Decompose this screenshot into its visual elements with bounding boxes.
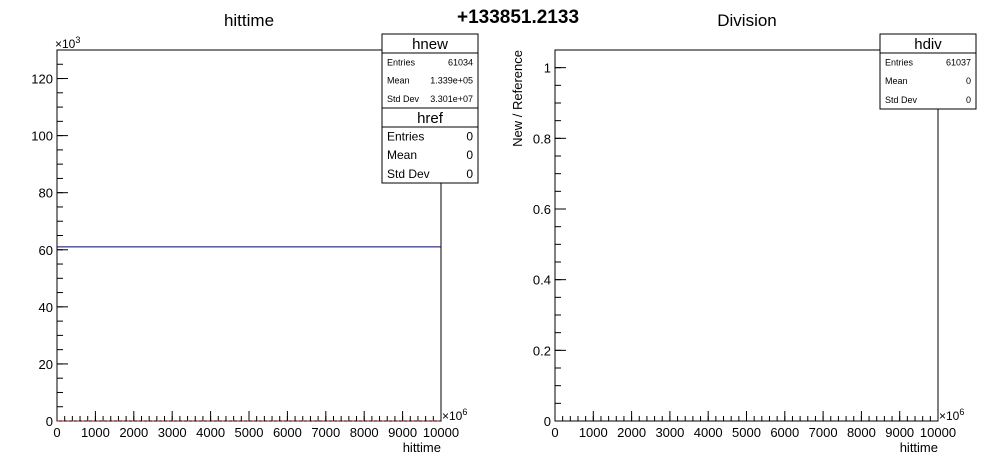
x-axis-exponent: ×106 <box>442 407 467 423</box>
y-tick-label: 40 <box>39 300 53 315</box>
y-axis-exponent: ×103 <box>55 35 80 51</box>
stats-row-label: Mean <box>387 76 410 86</box>
stats-row-value: 0 <box>466 130 473 144</box>
plot-title: Division <box>717 11 777 30</box>
stats-box-title: href <box>417 110 444 127</box>
stats-row-value: 61034 <box>448 57 473 67</box>
x-tick-label: 9000 <box>388 425 417 440</box>
x-tick-label: 2000 <box>119 425 148 440</box>
stats-row-value: 0 <box>966 95 971 105</box>
y-tick-label: 0.4 <box>533 273 551 288</box>
x-tick-label: 0 <box>53 425 60 440</box>
stats-row-value: 1.339e+05 <box>430 76 473 86</box>
x-tick-label: 9000 <box>885 425 914 440</box>
y-axis-label: New / Reference <box>510 50 525 147</box>
x-tick-label: 7000 <box>809 425 838 440</box>
x-tick-label: 5000 <box>235 425 264 440</box>
stats-box-hnew: hnew Entries 61034 Mean 1.339e+05 Std Dev 3.30… <box>381 33 479 109</box>
x-tick-label: 1000 <box>81 425 110 440</box>
x-tick-label: 3000 <box>655 425 684 440</box>
stats-box-frame <box>879 33 977 110</box>
x-axis-label: hittime <box>900 440 938 455</box>
stats-box-href: href Entries 0 Mean 0 Std Dev 0 <box>381 107 479 184</box>
stats-row-label: Std Dev <box>387 167 430 181</box>
y-tick-label: 0.2 <box>533 343 551 358</box>
x-tick-label: 6000 <box>273 425 302 440</box>
y-tick-label: 0 <box>544 414 551 429</box>
x-tick-label: 8000 <box>847 425 876 440</box>
stats-box-title: hdiv <box>914 36 942 53</box>
stats-row-label: Entries <box>387 130 424 144</box>
y-tick-label: 0.8 <box>533 131 551 146</box>
stats-row-label: Std Dev <box>387 94 420 104</box>
x-tick-label: 4000 <box>196 425 225 440</box>
x-tick-label: 0 <box>551 425 558 440</box>
x-tick-label: 10000 <box>920 425 956 440</box>
plot-title: hittime <box>224 11 274 30</box>
x-tick-label: 6000 <box>770 425 799 440</box>
stats-box-title: hnew <box>412 36 448 53</box>
stats-row-label: Entries <box>885 57 914 67</box>
stats-box-frame <box>381 107 479 184</box>
stats-row-label: Mean <box>885 76 908 86</box>
y-tick-label: 0 <box>46 414 53 429</box>
stats-row-value: 61037 <box>946 57 971 67</box>
stats-row-value: 0 <box>466 148 473 162</box>
x-tick-label: 8000 <box>350 425 379 440</box>
stats-row-label: Std Dev <box>885 95 918 105</box>
x-axis-label: hittime <box>403 440 441 455</box>
stats-row-label: Entries <box>387 57 416 67</box>
x-axis-exponent: ×106 <box>939 407 964 423</box>
y-tick-label: 120 <box>31 72 53 87</box>
stats-row-value: 0 <box>466 167 473 181</box>
x-axis-exponent-power: 6 <box>462 407 467 417</box>
y-tick-label: 80 <box>39 186 53 201</box>
stats-row-value: 3.301e+07 <box>430 94 473 104</box>
x-axis-exponent-power: 6 <box>959 407 964 417</box>
y-tick-label: 0.6 <box>533 202 551 217</box>
x-tick-label: 1000 <box>579 425 608 440</box>
y-tick-label: 100 <box>31 129 53 144</box>
x-tick-label: 5000 <box>732 425 761 440</box>
x-tick-label: 7000 <box>311 425 340 440</box>
x-tick-label: 2000 <box>617 425 646 440</box>
x-tick-label: 10000 <box>423 425 459 440</box>
page-title: +133851.2133 <box>457 7 579 28</box>
x-tick-label: 4000 <box>694 425 723 440</box>
stats-row-value: 0 <box>966 76 971 86</box>
y-tick-label: 60 <box>39 243 53 258</box>
y-axis-exponent-power: 3 <box>75 35 80 45</box>
stats-row-label: Mean <box>387 148 417 162</box>
y-tick-label: 20 <box>39 357 53 372</box>
x-tick-label: 3000 <box>158 425 187 440</box>
y-tick-label: 1 <box>544 61 551 76</box>
